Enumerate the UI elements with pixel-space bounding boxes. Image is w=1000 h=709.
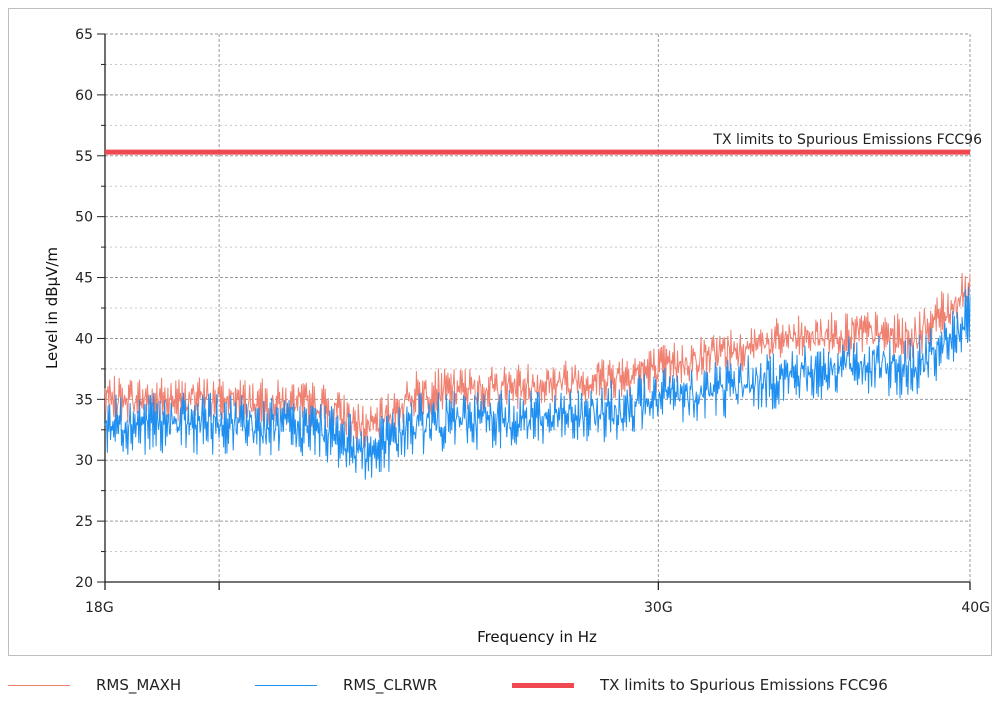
x-tick-label: 18G <box>85 600 114 616</box>
legend-label-rms-clrwr: RMS_CLRWR <box>343 676 438 694</box>
series-rms-maxh-line <box>104 272 971 448</box>
series <box>104 149 971 480</box>
y-tick-label: 60 <box>75 88 93 104</box>
legend-label-tx-limits: TX limits to Spurious Emissions FCC96 <box>600 676 888 694</box>
axes <box>97 33 971 590</box>
x-tick-label: 30G <box>644 600 673 616</box>
y-tick-label: 65 <box>75 27 93 43</box>
legend-swatch-tx-limits <box>512 682 574 688</box>
tick-labels: 20 25 30 35 40 45 50 55 60 65 18G 30G 40G <box>75 27 990 616</box>
y-tick-label: 30 <box>75 453 93 469</box>
legend-item-tx-limits: TX limits to Spurious Emissions FCC96 <box>512 676 888 694</box>
y-tick-label: 40 <box>75 331 93 347</box>
series-rms-clrwr-line <box>104 286 971 480</box>
legend: RMS_MAXH RMS_CLRWR TX limits to Spurious… <box>0 668 1000 704</box>
limit-annotation: TX limits to Spurious Emissions FCC96 <box>712 132 982 148</box>
grid <box>105 33 971 583</box>
legend-label-rms-maxh: RMS_MAXH <box>96 676 182 694</box>
legend-swatch-rms-maxh <box>8 684 70 686</box>
legend-item-rms-maxh: RMS_MAXH <box>8 676 181 694</box>
legend-item-rms-clrwr: RMS_CLRWR <box>255 676 437 694</box>
y-tick-label: 45 <box>75 271 93 287</box>
y-axis-title: Level in dBµV/m <box>43 247 61 369</box>
y-tick-label: 35 <box>75 392 93 408</box>
x-tick-label: 40G <box>961 600 990 616</box>
y-tick-label: 20 <box>75 575 93 591</box>
y-tick-label: 25 <box>75 514 93 530</box>
legend-swatch-rms-clrwr <box>255 684 317 686</box>
y-tick-label: 50 <box>75 210 93 226</box>
y-tick-label: 55 <box>75 149 93 165</box>
x-axis-title: Frequency in Hz <box>477 628 597 646</box>
